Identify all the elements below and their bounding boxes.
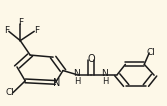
Text: N: N: [73, 69, 79, 78]
Text: F: F: [34, 26, 39, 35]
Text: F: F: [4, 26, 9, 35]
Text: F: F: [18, 18, 23, 27]
Text: H: H: [74, 77, 80, 86]
Text: N: N: [102, 69, 108, 78]
Text: N: N: [53, 78, 60, 88]
Text: Cl: Cl: [6, 88, 14, 97]
Text: H: H: [102, 77, 108, 86]
Text: Cl: Cl: [147, 48, 156, 57]
Text: O: O: [87, 54, 95, 64]
